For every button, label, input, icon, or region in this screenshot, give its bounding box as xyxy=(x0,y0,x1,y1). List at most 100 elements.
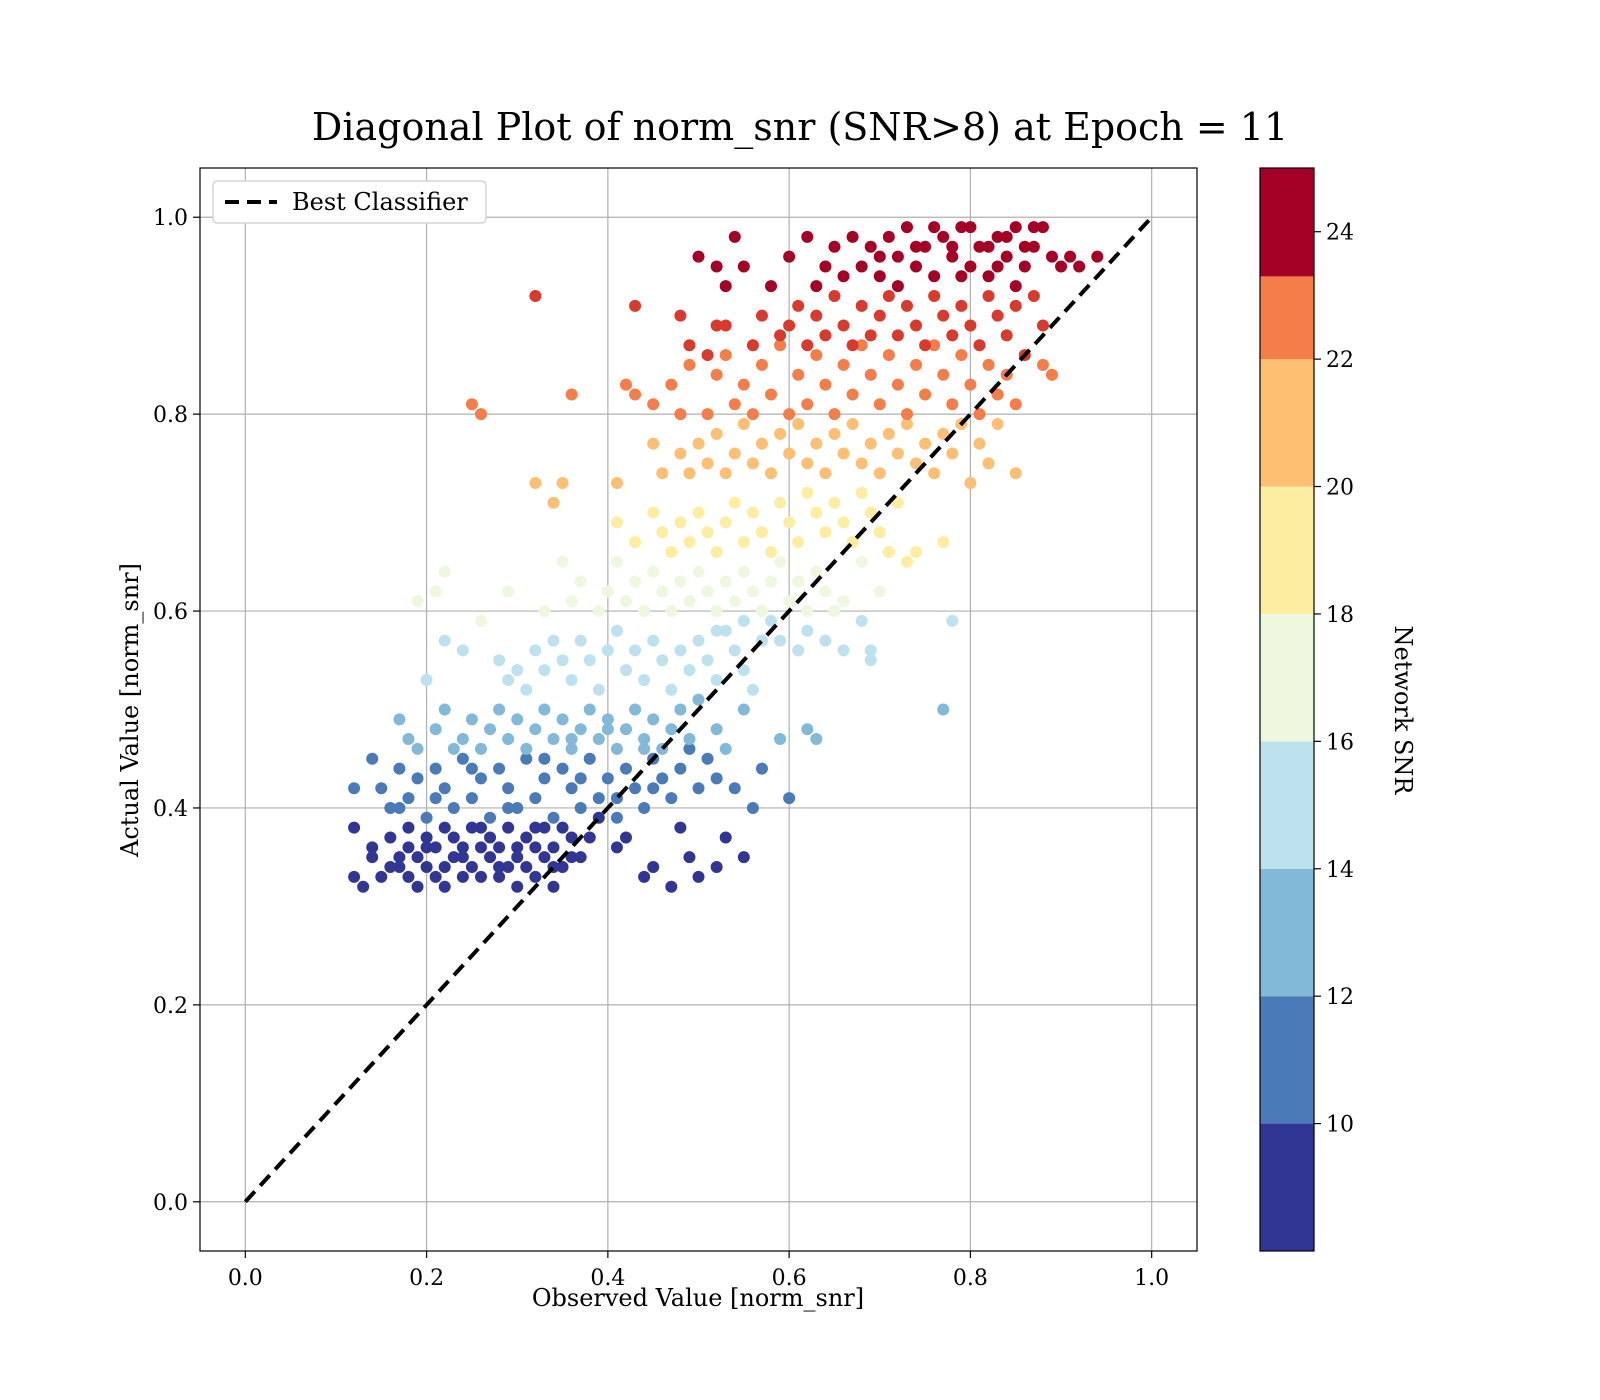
grid xyxy=(200,168,1197,1251)
data-point xyxy=(465,861,478,874)
data-point xyxy=(556,713,569,726)
data-point xyxy=(556,555,569,568)
data-point xyxy=(683,358,696,371)
data-point xyxy=(737,536,750,549)
data-point xyxy=(928,289,941,302)
data-point xyxy=(529,841,542,854)
data-point xyxy=(610,516,623,529)
data-point xyxy=(447,851,460,864)
data-point xyxy=(774,427,787,440)
data-point xyxy=(719,319,732,332)
data-point xyxy=(937,536,950,549)
data-point xyxy=(348,782,361,795)
data-point xyxy=(864,506,877,519)
data-point xyxy=(529,644,542,657)
data-point xyxy=(746,408,759,421)
data-point xyxy=(864,654,877,667)
data-point xyxy=(674,703,687,716)
data-point xyxy=(810,437,823,450)
data-point xyxy=(846,339,859,352)
x-tick-label: 0.6 xyxy=(772,1266,807,1291)
data-point xyxy=(1018,240,1031,253)
data-point xyxy=(801,339,814,352)
data-point xyxy=(529,870,542,883)
data-point xyxy=(647,713,660,726)
data-point xyxy=(755,605,768,618)
data-point xyxy=(982,457,995,470)
data-point xyxy=(1045,250,1058,263)
data-point xyxy=(547,733,560,746)
data-point xyxy=(873,526,886,539)
data-point xyxy=(910,545,923,558)
data-point xyxy=(529,477,542,490)
colorbar-bin-5 xyxy=(1260,486,1314,614)
data-point xyxy=(946,447,959,460)
data-point xyxy=(719,516,732,529)
data-point xyxy=(719,624,732,637)
data-point xyxy=(755,526,768,539)
data-point xyxy=(728,782,741,795)
y-axis-ticks: 0.0 0.2 0.4 0.6 0.8 1.0 xyxy=(153,206,200,1216)
data-point xyxy=(438,634,451,647)
data-point xyxy=(656,526,669,539)
x-tick-label: 1.0 xyxy=(1134,1266,1169,1291)
data-point xyxy=(638,673,651,686)
data-point xyxy=(438,703,451,716)
data-point xyxy=(937,230,950,243)
data-point xyxy=(1036,319,1049,332)
data-point xyxy=(529,289,542,302)
data-point xyxy=(538,772,551,785)
data-point xyxy=(520,683,533,696)
data-point xyxy=(375,870,388,883)
data-point xyxy=(991,417,1004,430)
data-point xyxy=(828,427,841,440)
data-point xyxy=(882,230,895,243)
data-point xyxy=(683,733,696,746)
colorbar-tick-label: 20 xyxy=(1326,476,1354,501)
data-point xyxy=(801,486,814,499)
data-point xyxy=(502,585,515,598)
data-point xyxy=(547,634,560,647)
data-point xyxy=(910,457,923,470)
legend-box xyxy=(212,180,487,224)
data-point xyxy=(411,742,424,755)
data-point xyxy=(683,536,696,549)
data-point xyxy=(937,368,950,381)
data-point xyxy=(647,782,660,795)
data-point xyxy=(746,457,759,470)
data-point xyxy=(556,821,569,834)
colorbar-label: Network SNR xyxy=(1389,626,1417,796)
data-point xyxy=(438,565,451,578)
data-point xyxy=(846,388,859,401)
data-point xyxy=(873,467,886,480)
data-point xyxy=(810,506,823,519)
data-point xyxy=(674,575,687,588)
data-point xyxy=(755,309,768,322)
data-point xyxy=(366,752,379,765)
data-point xyxy=(937,703,950,716)
data-point xyxy=(946,398,959,411)
data-point xyxy=(1000,329,1013,342)
data-point xyxy=(474,742,487,755)
data-point xyxy=(910,260,923,273)
data-point xyxy=(891,447,904,460)
data-point xyxy=(574,851,587,864)
data-point xyxy=(719,575,732,588)
data-point xyxy=(456,752,469,765)
data-point xyxy=(447,831,460,844)
data-point xyxy=(855,260,868,273)
data-point xyxy=(538,703,551,716)
data-point xyxy=(393,851,406,864)
data-point xyxy=(647,861,660,874)
data-point xyxy=(801,398,814,411)
data-point xyxy=(583,752,596,765)
colorbar-bin-1 xyxy=(1260,996,1314,1124)
data-point xyxy=(601,585,614,598)
data-point xyxy=(801,723,814,736)
data-point xyxy=(828,605,841,618)
data-point xyxy=(964,319,977,332)
data-point xyxy=(592,683,605,696)
data-point xyxy=(728,644,741,657)
data-point xyxy=(502,782,515,795)
